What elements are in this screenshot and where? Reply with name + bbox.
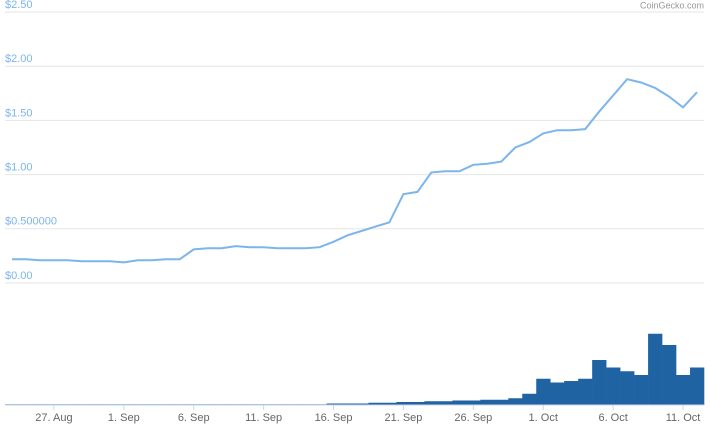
volume-bar: [536, 378, 551, 405]
volume-bar: [452, 400, 467, 405]
volume-bar: [522, 393, 537, 405]
volume-bar: [410, 402, 425, 405]
y-tick-label: $0.00: [5, 270, 33, 282]
volume-bar: [354, 403, 369, 405]
volume-bar: [662, 345, 677, 405]
volume-bar: [480, 399, 495, 405]
volume-bar: [326, 403, 341, 405]
x-tick-label: 27. Aug: [35, 412, 72, 424]
x-tick-label: 21. Sep: [384, 412, 422, 424]
x-tick-label: 16. Sep: [315, 412, 353, 424]
x-tick-label: 11. Sep: [245, 412, 282, 424]
volume-bar: [592, 360, 607, 405]
x-tick-label: 1. Sep: [108, 412, 140, 424]
volume-bar: [382, 402, 397, 405]
volume-bar: [438, 401, 453, 405]
x-tick-label: 6. Oct: [598, 412, 627, 424]
volume-bar: [424, 401, 439, 405]
y-tick-label: $1.00: [5, 162, 33, 174]
volume-bar: [620, 371, 635, 405]
volume-bar: [676, 375, 691, 405]
volume-bar: [634, 375, 649, 405]
volume-bar: [396, 402, 411, 405]
price-line: [12, 78, 698, 264]
x-tick-label: 11. Oct: [666, 412, 701, 424]
volume-bar: [340, 403, 355, 405]
volume-bar: [606, 367, 621, 405]
y-tick-label: $1.50: [5, 107, 33, 119]
volume-bar: [564, 381, 579, 405]
volume-bar: [466, 400, 481, 405]
volume-bar: [690, 367, 705, 405]
volume-bar: [648, 333, 663, 405]
y-tick-label: $0.500000: [5, 216, 57, 228]
volume-bar: [550, 382, 565, 405]
y-tick-label: $2.00: [5, 53, 33, 65]
volume-bar: [508, 398, 523, 405]
x-tick-label: 26. Sep: [454, 412, 492, 424]
x-tick-label: 1. Oct: [529, 412, 558, 424]
volume-bar: [578, 378, 593, 405]
volume-bar: [494, 399, 509, 405]
y-tick-label: $2.50: [5, 0, 33, 11]
x-tick-label: 6. Sep: [178, 412, 210, 424]
credit: CoinGecko.com: [640, 0, 704, 10]
volume-bar: [368, 402, 383, 405]
